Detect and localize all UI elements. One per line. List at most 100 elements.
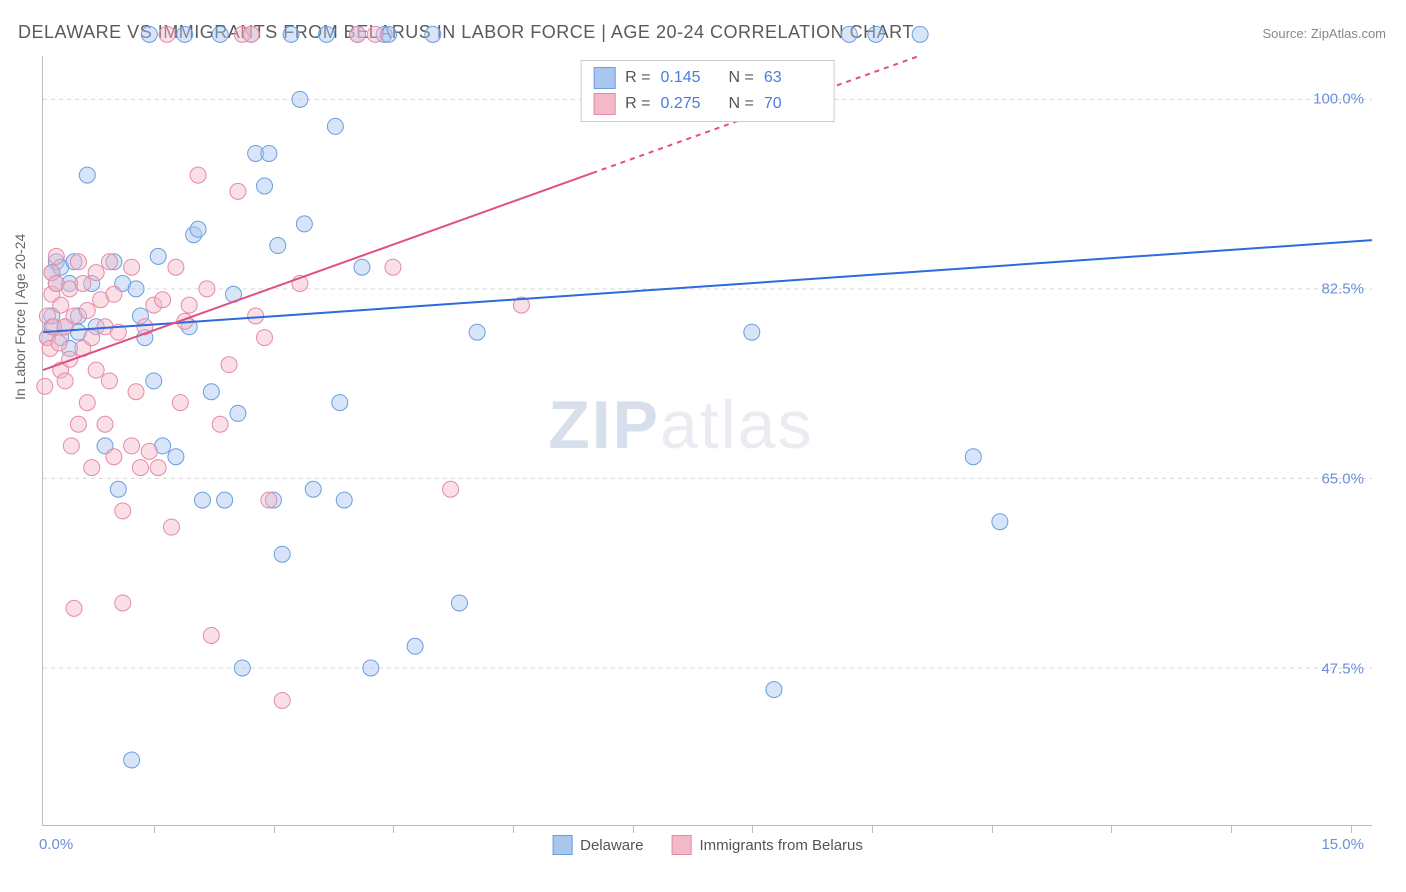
legend-label-belarus: Immigrants from Belarus	[700, 837, 863, 854]
legend-item-belarus: Immigrants from Belarus	[672, 835, 863, 855]
n-label: N =	[729, 69, 754, 87]
data-point	[336, 492, 352, 508]
x-tick	[992, 825, 993, 833]
data-point	[181, 297, 197, 313]
data-point	[88, 362, 104, 378]
scatter-svg	[43, 56, 1372, 825]
data-point	[37, 378, 53, 394]
data-point	[190, 167, 206, 183]
data-point	[274, 546, 290, 562]
data-point	[141, 443, 157, 459]
data-point	[106, 449, 122, 465]
y-tick-label: 100.0%	[1313, 91, 1364, 108]
data-point	[97, 416, 113, 432]
data-point	[115, 595, 131, 611]
swatch-belarus-icon	[672, 835, 692, 855]
data-point	[84, 330, 100, 346]
data-point	[106, 286, 122, 302]
data-point	[101, 373, 117, 389]
data-point	[75, 275, 91, 291]
data-point	[354, 259, 370, 275]
data-point	[141, 26, 157, 42]
data-point	[296, 216, 312, 232]
data-point	[350, 26, 366, 42]
data-point	[48, 248, 64, 264]
data-point	[332, 395, 348, 411]
data-point	[115, 503, 131, 519]
data-point	[270, 238, 286, 254]
n-label: N =	[729, 95, 754, 113]
data-point	[57, 373, 73, 389]
x-tick	[872, 825, 873, 833]
data-point	[327, 118, 343, 134]
x-tick	[274, 825, 275, 833]
r-value-belarus: 0.275	[661, 95, 719, 113]
data-point	[51, 335, 67, 351]
r-value-delaware: 0.145	[661, 69, 719, 87]
data-point	[283, 26, 299, 42]
data-point	[172, 395, 188, 411]
data-point	[159, 26, 175, 42]
series-legend: Delaware Immigrants from Belarus	[552, 835, 863, 855]
source-attribution: Source: ZipAtlas.com	[1262, 26, 1386, 41]
data-point	[79, 395, 95, 411]
data-point	[992, 514, 1008, 530]
data-point	[443, 481, 459, 497]
data-point	[407, 638, 423, 654]
data-point	[274, 692, 290, 708]
data-point	[79, 303, 95, 319]
x-tick	[1231, 825, 1232, 833]
data-point	[363, 660, 379, 676]
data-point	[190, 221, 206, 237]
data-point	[212, 26, 228, 42]
data-point	[132, 460, 148, 476]
data-point	[203, 627, 219, 643]
data-point	[150, 460, 166, 476]
data-point	[150, 248, 166, 264]
data-point	[221, 357, 237, 373]
data-point	[912, 26, 928, 42]
data-point	[203, 384, 219, 400]
data-point	[199, 281, 215, 297]
data-point	[243, 26, 259, 42]
data-point	[163, 519, 179, 535]
data-point	[868, 26, 884, 42]
data-point	[451, 595, 467, 611]
x-tick	[154, 825, 155, 833]
r-label: R =	[625, 69, 650, 87]
data-point	[261, 145, 277, 161]
y-tick-label: 47.5%	[1321, 660, 1364, 677]
data-point	[168, 259, 184, 275]
data-point	[230, 405, 246, 421]
corr-row-delaware: R = 0.145 N = 63	[593, 65, 822, 91]
data-point	[155, 292, 171, 308]
data-point	[70, 416, 86, 432]
data-point	[234, 660, 250, 676]
data-point	[319, 26, 335, 42]
data-point	[257, 178, 273, 194]
data-point	[841, 26, 857, 42]
data-point	[217, 492, 233, 508]
data-point	[385, 259, 401, 275]
legend-label-delaware: Delaware	[580, 837, 643, 854]
y-axis-label: In Labor Force | Age 20-24	[12, 234, 28, 400]
data-point	[367, 26, 383, 42]
x-tick	[513, 825, 514, 833]
data-point	[53, 297, 69, 313]
data-point	[88, 265, 104, 281]
chart-plot-area: ZIPatlas 100.0%82.5%65.0%47.5% 0.0% 15.0…	[42, 56, 1372, 826]
n-value-delaware: 63	[764, 69, 822, 87]
data-point	[965, 449, 981, 465]
data-point	[744, 324, 760, 340]
data-point	[124, 259, 140, 275]
data-point	[128, 281, 144, 297]
data-point	[292, 91, 308, 107]
x-tick	[633, 825, 634, 833]
data-point	[124, 438, 140, 454]
data-point	[248, 308, 264, 324]
x-tick	[752, 825, 753, 833]
x-axis-min-label: 0.0%	[39, 836, 73, 853]
n-value-belarus: 70	[764, 95, 822, 113]
r-label: R =	[625, 95, 650, 113]
data-point	[84, 460, 100, 476]
